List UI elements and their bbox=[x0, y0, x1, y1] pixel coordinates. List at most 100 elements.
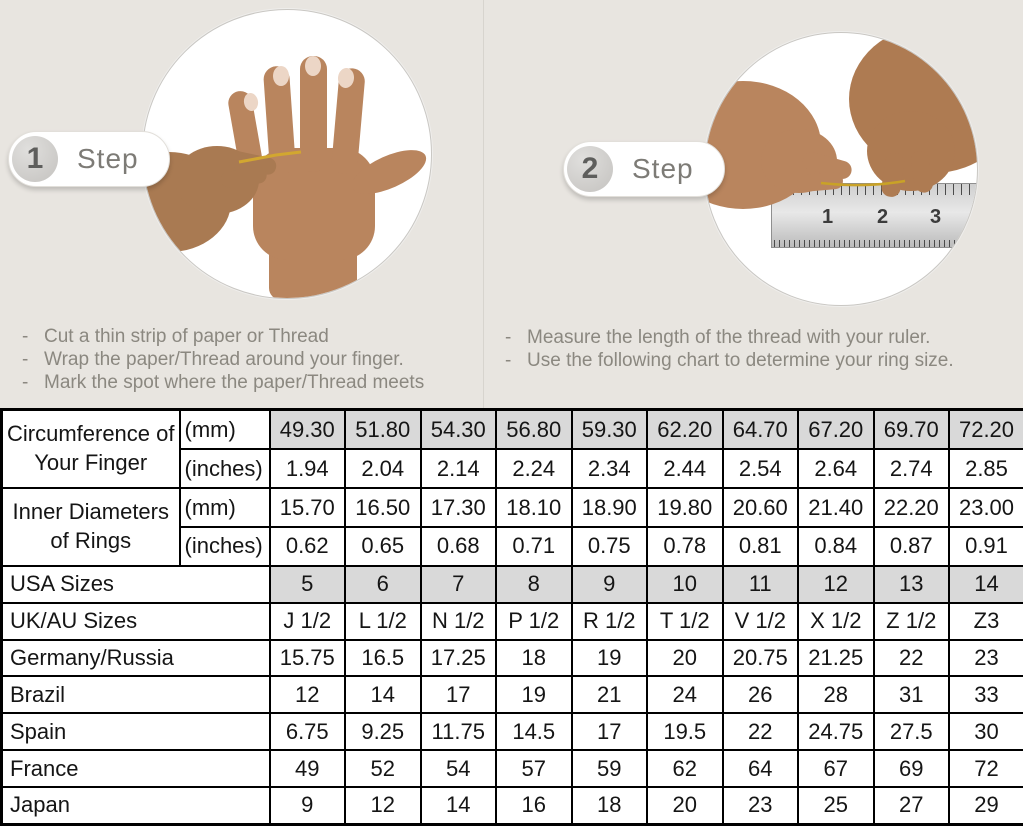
bullet-dash: - bbox=[505, 350, 512, 371]
table-row: Germany/Russia 15.75 16.5 17.25 18 19 20 20.75 2… bbox=[0, 638, 1023, 678]
instruction-text: Mark the spot where the paper/Thread mee… bbox=[44, 372, 425, 393]
size-value-cell: 54 bbox=[419, 749, 497, 788]
row-label: Brazil bbox=[0, 675, 271, 715]
size-value-cell: X 1/2 bbox=[797, 601, 875, 641]
size-value-cell: 11.75 bbox=[419, 712, 497, 752]
size-value-cell: 20 bbox=[646, 638, 724, 678]
instruction-item: - Use the following chart to determine y… bbox=[505, 349, 1020, 372]
table-row: Inner Diameters of Rings (mm) 15.70 16.50 17… bbox=[0, 487, 1023, 567]
ruler-number: 2 bbox=[877, 206, 889, 228]
size-value-cell: 19 bbox=[495, 675, 573, 715]
size-value-cell: 30 bbox=[948, 712, 1023, 752]
step1-badge: 1 Step bbox=[8, 131, 170, 187]
size-value-cell: 0.84 bbox=[797, 525, 875, 567]
size-value-cell: 0.68 bbox=[419, 525, 497, 567]
instruction-text: Wrap the paper/Thread around your finger… bbox=[44, 349, 404, 370]
unit-label: (mm) bbox=[178, 408, 271, 451]
size-value-cell: 18.10 bbox=[495, 487, 573, 528]
size-value-cell: 26 bbox=[721, 675, 799, 715]
step2-label: Step bbox=[632, 153, 694, 184]
size-value-cell: 27 bbox=[872, 785, 950, 826]
table-row: Brazil 12 14 17 19 21 24 26 28 31 33 bbox=[0, 675, 1023, 715]
row-group-label: Circumference of Your Finger bbox=[0, 408, 181, 490]
size-value-cell: T 1/2 bbox=[646, 601, 724, 641]
size-value-cell: 62 bbox=[646, 749, 724, 788]
size-value-cell: 59.30 bbox=[570, 408, 648, 451]
table-row: Circumference of Your Finger (mm) 49.30 51.… bbox=[0, 408, 1023, 490]
size-value-cell: 54.30 bbox=[419, 408, 497, 451]
size-value-cell: 16 bbox=[495, 785, 573, 826]
gold-thread bbox=[820, 179, 906, 187]
size-value-cell: 17.30 bbox=[419, 487, 497, 528]
row-label: UK/AU Sizes bbox=[0, 601, 271, 641]
size-value-cell: 17.25 bbox=[419, 638, 497, 678]
size-value-cell: 2.34 bbox=[570, 448, 648, 490]
size-value-cell: 15.70 bbox=[268, 487, 346, 528]
size-value-cell: 21.40 bbox=[797, 487, 875, 528]
size-value-cell: 6 bbox=[344, 564, 422, 604]
size-value-cell: 0.75 bbox=[570, 525, 648, 567]
instruction-item: - Measure the length of the thread with … bbox=[505, 326, 1020, 349]
size-value-cell: N 1/2 bbox=[419, 601, 497, 641]
size-value-cell: 5 bbox=[268, 564, 346, 604]
size-value-cell: P 1/2 bbox=[495, 601, 573, 641]
row-label: Japan bbox=[0, 785, 271, 826]
size-value-cell: V 1/2 bbox=[721, 601, 799, 641]
size-value-cell: 0.87 bbox=[872, 525, 950, 567]
instruction-text: Use the following chart to determine you… bbox=[527, 350, 954, 371]
size-value-cell: 22.20 bbox=[872, 487, 950, 528]
size-value-cell: 24 bbox=[646, 675, 724, 715]
instruction-item: - Cut a thin strip of paper or Thread bbox=[22, 325, 482, 348]
size-value-cell: 0.91 bbox=[948, 525, 1023, 567]
size-value-cell: 9 bbox=[268, 785, 346, 826]
size-value-cell: 14 bbox=[344, 675, 422, 715]
size-value-cell: 28 bbox=[797, 675, 875, 715]
size-value-cell: 23 bbox=[721, 785, 799, 826]
size-value-cell: 9.25 bbox=[344, 712, 422, 752]
size-value-cell: 72.20 bbox=[948, 408, 1023, 451]
table-row: (inches) 1.94 2.04 2.14 2.24 2.34 2.44 2.54 2.64… bbox=[2, 448, 1023, 490]
size-table-body: Circumference of Your Finger (mm) 49.30 51.… bbox=[0, 408, 1023, 826]
size-value-cell: 18.90 bbox=[570, 487, 648, 528]
size-value-cell: 21 bbox=[570, 675, 648, 715]
size-value-cell: 21.25 bbox=[797, 638, 875, 678]
size-value-cell: 22 bbox=[872, 638, 950, 678]
size-value-cell: 7 bbox=[419, 564, 497, 604]
size-value-cell: 20.75 bbox=[721, 638, 799, 678]
hand-with-thread-illustration bbox=[143, 56, 427, 298]
size-value-cell: 12 bbox=[268, 675, 346, 715]
size-value-cell: Z 1/2 bbox=[872, 601, 950, 641]
size-value-cell: 56.80 bbox=[495, 408, 573, 451]
size-value-cell: 11 bbox=[721, 564, 799, 604]
size-value-cell: 0.62 bbox=[268, 525, 346, 567]
step1-number: 1 bbox=[12, 136, 58, 182]
size-value-cell: 17 bbox=[419, 675, 497, 715]
size-value-cell: 8 bbox=[495, 564, 573, 604]
table-row: France 49 52 54 57 59 62 64 67 69 72 bbox=[0, 749, 1023, 788]
size-value-cell: 51.80 bbox=[344, 408, 422, 451]
unit-label: (inches) bbox=[178, 525, 271, 567]
size-value-cell: 59 bbox=[570, 749, 648, 788]
row-label: Germany/Russia bbox=[0, 638, 271, 678]
instruction-item: - Mark the spot where the paper/Thread m… bbox=[22, 371, 482, 394]
row-label: Spain bbox=[0, 712, 271, 752]
step2-ruler-photo: 1 2 3 bbox=[704, 32, 978, 306]
size-value-cell: 64 bbox=[721, 749, 799, 788]
size-value-cell: 52 bbox=[344, 749, 422, 788]
ruler-number: 3 bbox=[930, 206, 942, 228]
size-value-cell: 33 bbox=[948, 675, 1023, 715]
size-value-cell: 29 bbox=[948, 785, 1023, 826]
size-value-cell: 2.04 bbox=[344, 448, 422, 490]
size-value-cell: L 1/2 bbox=[344, 601, 422, 641]
size-value-cell: 64.70 bbox=[721, 408, 799, 451]
size-value-cell: 67.20 bbox=[797, 408, 875, 451]
size-value-cell: 10 bbox=[646, 564, 724, 604]
size-value-cell: 2.85 bbox=[948, 448, 1023, 490]
size-value-cell: 2.44 bbox=[646, 448, 724, 490]
step2-badge: 2 Step bbox=[563, 141, 725, 197]
size-value-cell: Z3 bbox=[948, 601, 1023, 641]
size-value-cell: 0.81 bbox=[721, 525, 799, 567]
size-value-cell: J 1/2 bbox=[268, 601, 346, 641]
size-value-cell: 0.71 bbox=[495, 525, 573, 567]
